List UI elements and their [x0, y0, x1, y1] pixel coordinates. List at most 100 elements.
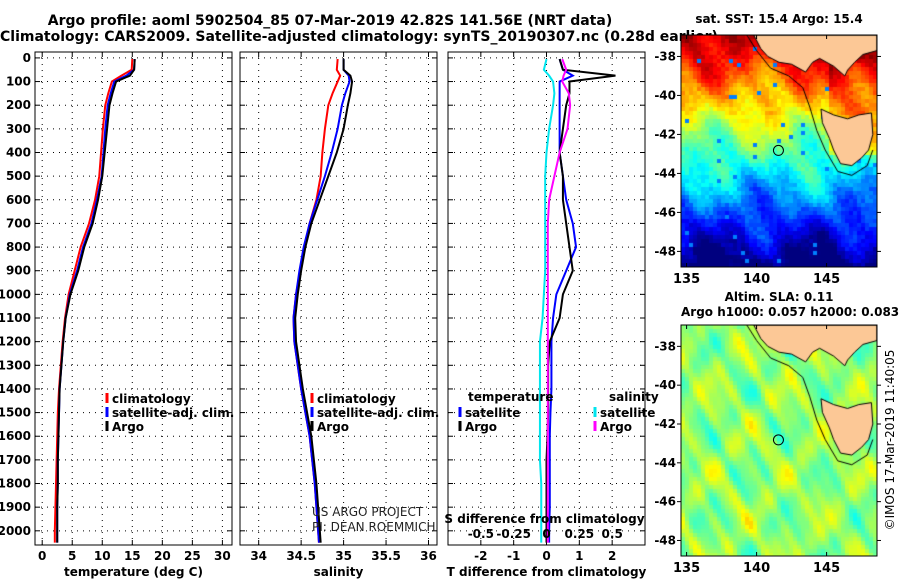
y-tick-label: -48	[654, 533, 676, 547]
y-tick-label: -40	[654, 378, 676, 392]
x-tick-label: 140	[743, 272, 770, 287]
y-tick-label: 800	[6, 240, 31, 254]
x-axis-label: salinity	[314, 565, 364, 579]
credit-pi: PI: DEAN ROEMMICH	[312, 520, 436, 534]
sst_map-axes: 135 140 145 -38 -40 -42 -44 -46 -48	[654, 34, 881, 287]
argo-position-marker	[772, 144, 784, 156]
y-tick-label: -40	[654, 88, 676, 102]
y-tick-label: 1300	[0, 358, 31, 372]
x2-tick-label: -0.25	[496, 527, 531, 541]
sst-map-title: sat. SST: 15.4 Argo: 15.4	[695, 12, 863, 26]
series-line-argo	[294, 59, 354, 543]
x2-tick-label: 0.25	[565, 527, 595, 541]
y-tick-label: 500	[6, 169, 31, 183]
legend-label: Argo	[317, 420, 349, 434]
series-line-salinity-satellite	[538, 58, 556, 543]
legend-label: satellite-adj. clim.	[112, 406, 234, 420]
x-tick-label: 135	[673, 272, 700, 287]
x2-tick-label: 0	[542, 527, 550, 541]
panel-temperature: 0100200300400500600700800900100011001200…	[0, 51, 234, 579]
x-tick-label: -1	[507, 549, 520, 563]
x-axis-label: T difference from climatology	[447, 565, 647, 579]
sla-map-subtitle: Argo h1000: 0.057 h2000: 0.083	[681, 305, 900, 319]
sla-map-title: Altim. SLA: 0.11	[724, 290, 834, 304]
x-tick-label: 10	[94, 549, 111, 563]
sla-map-image	[681, 325, 877, 556]
y-tick-label: -44	[654, 456, 676, 470]
y-tick-label: -46	[654, 495, 676, 509]
series-line-salinity-argo	[546, 58, 572, 543]
x-tick-label: -2	[474, 549, 487, 563]
argo-position-marker	[772, 434, 784, 446]
panel-difference: -2 -1 0 1 2 T difference from climatology temp…	[444, 51, 659, 579]
y-tick-label: -42	[654, 417, 676, 431]
x-tick-label: 145	[813, 272, 840, 287]
y-tick-label: 200	[6, 98, 31, 112]
y-tick-label: -46	[654, 205, 676, 219]
legend-label: climatology	[317, 392, 396, 406]
y-tick-label: 0	[23, 51, 31, 65]
timestamp: ©IMOS 17-Mar-2019 11:40:05	[883, 349, 897, 531]
y-tick-label: 1900	[0, 500, 31, 514]
credit-project: US ARGO PROJECT	[312, 505, 424, 519]
figure-title: Argo profile: aoml 5902504_85 07-Mar-201…	[47, 13, 613, 29]
map-frame	[680, 34, 878, 268]
y-tick-label: 1700	[0, 453, 31, 467]
x-tick-label: 35	[335, 549, 352, 563]
legend-label: satellite	[600, 406, 655, 420]
y-tick-label: 700	[6, 216, 31, 230]
figure-subtitle: Climatology: CARS2009. Satellite-adjuste…	[0, 29, 718, 45]
plot-frame	[239, 51, 438, 546]
x-tick-label: 30	[214, 549, 231, 563]
map-frame	[680, 324, 878, 557]
legend-label: satellite-adj. clim.	[317, 406, 439, 420]
y-tick-label: -42	[654, 127, 676, 141]
legend-label: Argo	[600, 420, 632, 434]
y-tick-label: -44	[654, 166, 676, 180]
y-tick-label: 100	[6, 75, 31, 89]
y-tick-label: 1600	[0, 429, 31, 443]
x-tick-label: 34.5	[286, 549, 316, 563]
x-tick-label: 135	[673, 561, 700, 576]
x-tick-label: 34	[250, 549, 267, 563]
x2-axis-label: S difference from climatology	[444, 512, 644, 526]
series-line-satellite-adj-clim-	[292, 59, 351, 543]
y-tick-label: 900	[6, 264, 31, 278]
x-tick-label: 140	[743, 561, 770, 576]
y-tick-label: 1800	[0, 477, 31, 491]
x-tick-label: 5	[68, 549, 76, 563]
legend-label: satellite	[465, 406, 520, 420]
sst-map-image	[681, 35, 877, 267]
x-tick-label: 0	[38, 549, 46, 563]
panel-salinity: 34 34.5 35 35.5 36 salinity climatologysatelli…	[239, 51, 439, 579]
y-tick-label: -48	[654, 244, 676, 258]
y-tick-label: 400	[6, 145, 31, 159]
y-tick-label: 1100	[0, 311, 31, 325]
sla_map-axes: 135 140 145 -38 -40 -42 -44 -46 -48	[654, 324, 881, 576]
x-tick-label: 20	[154, 549, 171, 563]
y-tick-label: 300	[6, 122, 31, 136]
legend-title-temperature: temperature	[468, 390, 553, 404]
x-tick-label: 145	[813, 561, 840, 576]
y-tick-label: 600	[6, 193, 31, 207]
y-tick-label: -38	[654, 339, 676, 353]
y-tick-label: 1500	[0, 406, 31, 420]
x-tick-label: 36	[420, 549, 437, 563]
x2-tick-label: 0.5	[602, 527, 623, 541]
x2-tick-label: -0.5	[468, 527, 494, 541]
x-tick-label: 0	[542, 549, 550, 563]
x-tick-label: 15	[124, 549, 141, 563]
series-line-temperature-satellite	[548, 58, 578, 543]
legend-label: Argo	[112, 420, 144, 434]
y-tick-label: 1400	[0, 382, 31, 396]
series-line-argo	[56, 59, 136, 543]
legend-title-salinity: salinity	[609, 390, 659, 404]
x-tick-label: 2	[608, 549, 616, 563]
x-tick-label: 35.5	[371, 549, 401, 563]
x-axis-label: temperature (deg C)	[64, 565, 203, 579]
y-tick-label: 1200	[0, 335, 31, 349]
y-tick-label: 1000	[0, 287, 31, 301]
